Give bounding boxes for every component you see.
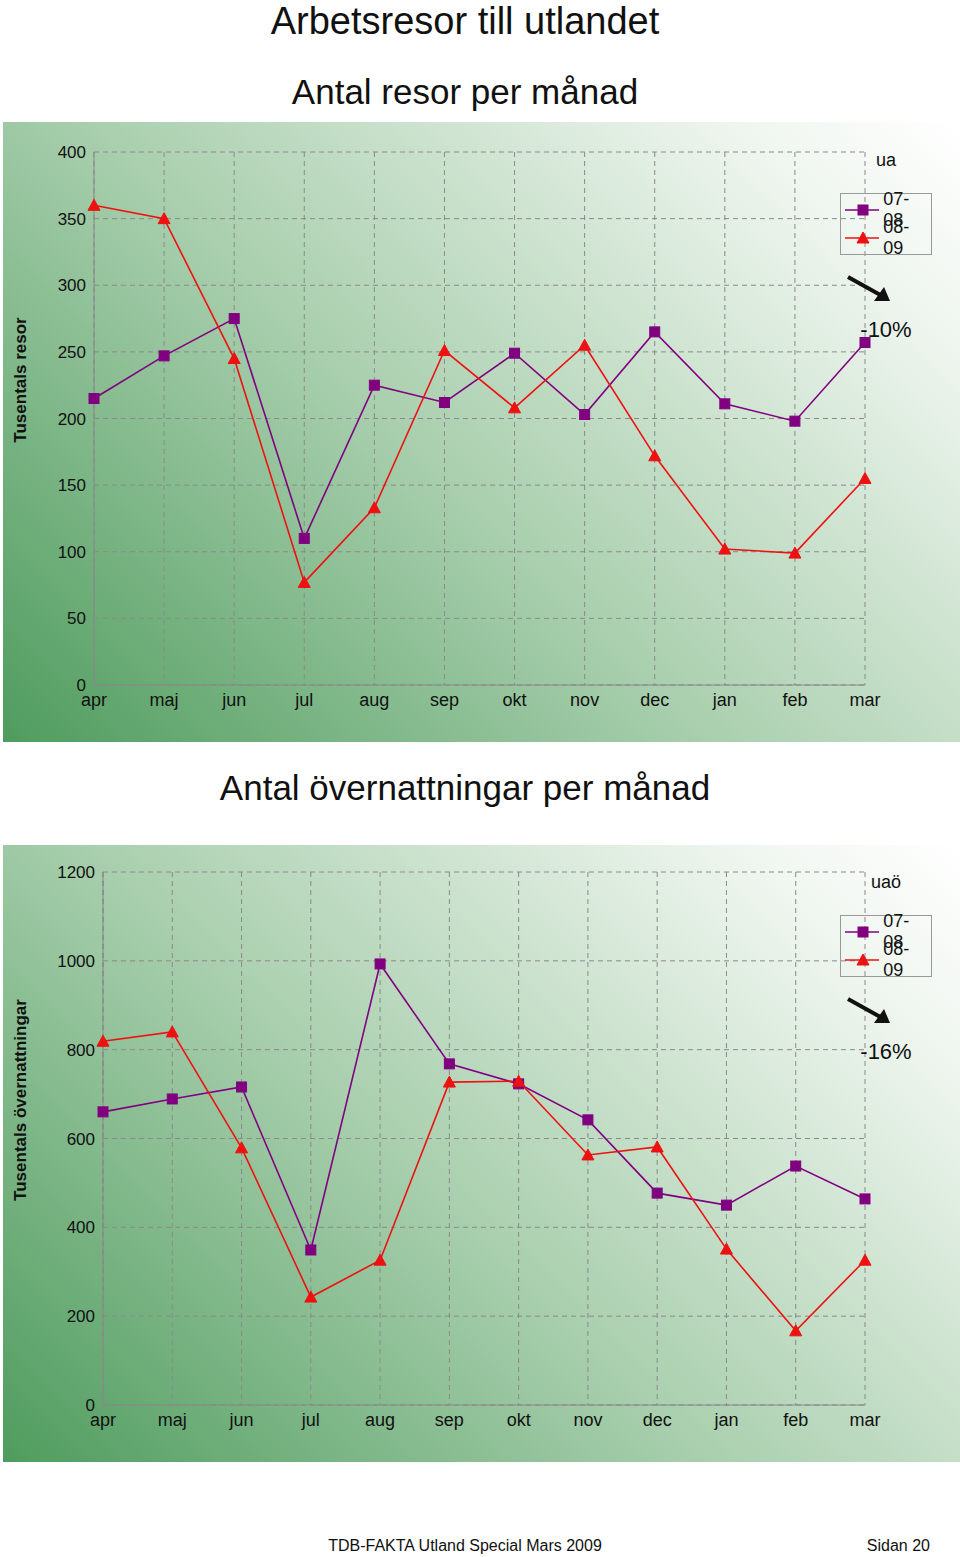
svg-text:jul: jul: [294, 690, 313, 710]
svg-text:200: 200: [67, 1307, 95, 1326]
svg-text:dec: dec: [640, 690, 669, 710]
svg-text:maj: maj: [150, 690, 179, 710]
svg-text:400: 400: [58, 143, 86, 162]
svg-text:sep: sep: [435, 1410, 464, 1430]
html-text:08-09: 08-09: [883, 939, 910, 980]
html-text:ua: ua: [876, 150, 896, 170]
svg-text:0: 0: [86, 1396, 95, 1415]
svg-text:okt: okt: [507, 1410, 531, 1430]
html-text:-16%: -16%: [860, 1039, 912, 1064]
html-text:Tusentals resor: Tusentals resor: [11, 317, 30, 443]
svg-text:jun: jun: [229, 1410, 254, 1430]
svg-text:350: 350: [58, 210, 86, 229]
svg-text:nov: nov: [573, 1410, 602, 1430]
svg-text:150: 150: [58, 476, 86, 495]
svg-text:jan: jan: [712, 690, 737, 710]
svg-text:aug: aug: [359, 690, 389, 710]
svg-text:okt: okt: [503, 690, 527, 710]
svg-text:400: 400: [67, 1218, 95, 1237]
svg-text:apr: apr: [81, 689, 107, 710]
svg-text:aug: aug: [365, 1410, 395, 1430]
html-text:TDB-FAKTA Utland Special Mars: TDB-FAKTA Utland Special Mars 2009: [328, 1537, 602, 1554]
html-text:Tusentals övernattningar: Tusentals övernattningar: [11, 999, 30, 1201]
svg-text:mar: mar: [850, 690, 881, 710]
svg-text:300: 300: [58, 276, 86, 295]
html-text:Antal resor per månad: Antal resor per månad: [291, 72, 639, 111]
svg-text:jan: jan: [713, 1410, 738, 1430]
svg-text:apr: apr: [90, 1409, 116, 1430]
svg-text:jun: jun: [221, 690, 246, 710]
svg-text:feb: feb: [782, 690, 807, 710]
svg-text:feb: feb: [783, 1410, 808, 1430]
svg-text:800: 800: [67, 1041, 95, 1060]
svg-text:600: 600: [67, 1130, 95, 1149]
html-text:Sidan 20: Sidan 20: [866, 1537, 930, 1554]
svg-text:50: 50: [67, 609, 86, 628]
svg-text:mar: mar: [850, 1410, 881, 1430]
svg-text:200: 200: [58, 410, 86, 429]
html-text:07-08: 07-08: [883, 911, 910, 952]
svg-text:maj: maj: [158, 1410, 187, 1430]
html-text:uaö: uaö: [871, 872, 901, 892]
svg-text:nov: nov: [570, 690, 599, 710]
svg-text:jul: jul: [301, 1410, 320, 1430]
svg-text:100: 100: [58, 543, 86, 562]
svg-text:dec: dec: [643, 1410, 672, 1430]
svg-text:1000: 1000: [57, 952, 95, 971]
svg-text:250: 250: [58, 343, 86, 362]
html-text:Arbetsresor till utlandet: Arbetsresor till utlandet: [270, 0, 660, 42]
html-text:07-08: 07-08: [883, 189, 910, 230]
html-text:Antal övernattningar per månad: Antal övernattningar per månad: [219, 768, 711, 807]
svg-text:0: 0: [77, 676, 86, 695]
html-text:08-09: 08-09: [883, 217, 910, 258]
svg-text:sep: sep: [430, 690, 459, 710]
svg-text:1200: 1200: [57, 863, 95, 882]
html-text:-10%: -10%: [860, 317, 912, 342]
